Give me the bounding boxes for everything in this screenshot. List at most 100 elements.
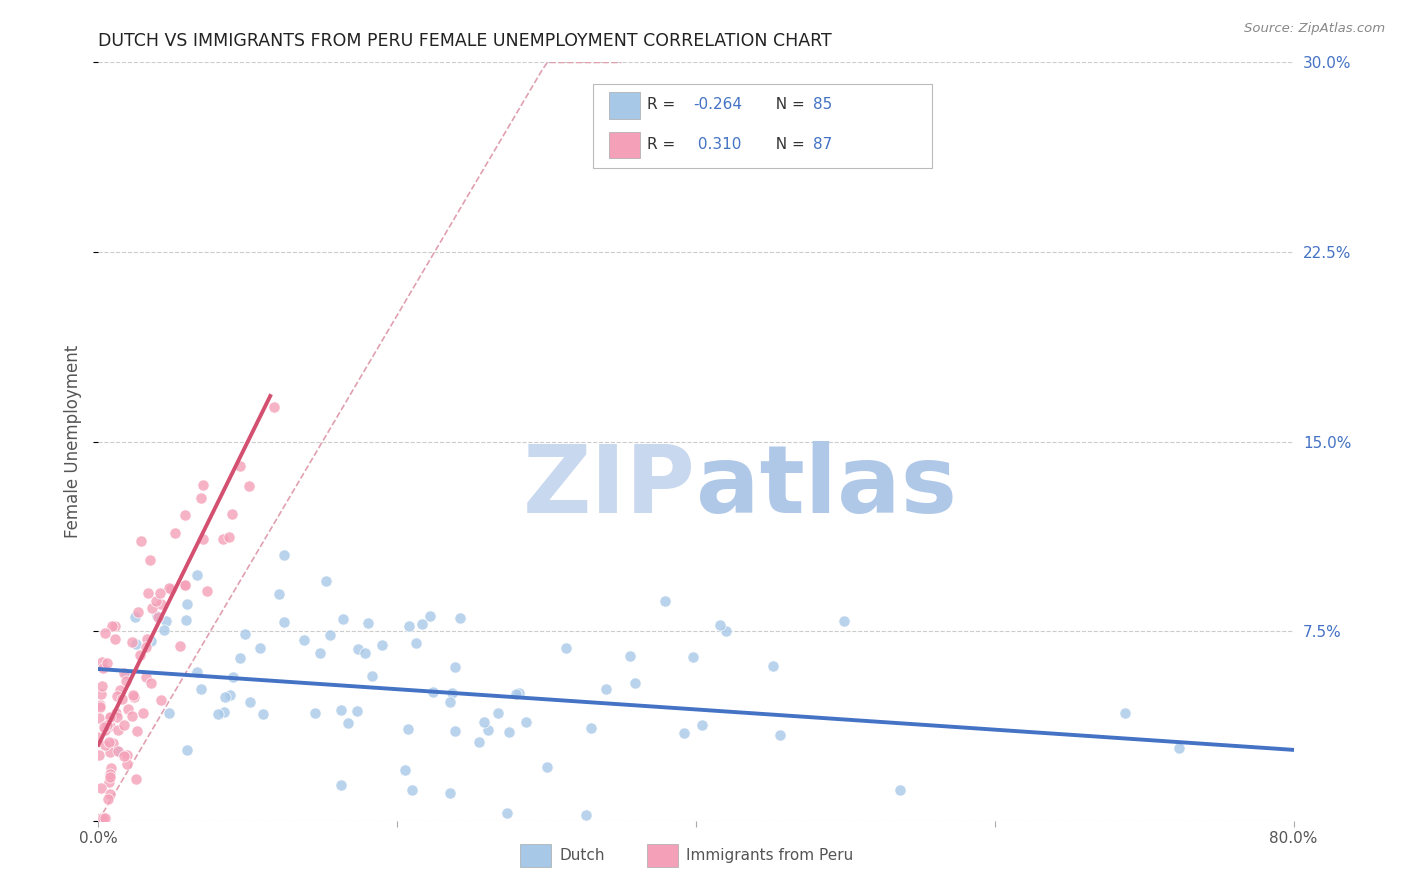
Point xyxy=(769,728,792,742)
Text: R =: R = xyxy=(647,136,681,152)
Point xyxy=(125,637,148,651)
Point xyxy=(672,726,695,740)
Text: N =: N = xyxy=(766,97,810,112)
Point xyxy=(443,724,465,739)
Point xyxy=(136,586,159,600)
Point xyxy=(515,714,537,729)
Point xyxy=(354,646,377,660)
Point xyxy=(131,533,153,548)
Point xyxy=(93,723,115,738)
Point xyxy=(117,756,139,771)
Point xyxy=(90,811,112,825)
Point xyxy=(91,811,114,825)
Point xyxy=(319,628,342,642)
Point xyxy=(304,706,326,720)
Point xyxy=(107,743,129,757)
Point xyxy=(709,617,731,632)
Point xyxy=(536,760,558,774)
Point xyxy=(90,655,112,669)
Point xyxy=(107,689,129,703)
Text: DUTCH VS IMMIGRANTS FROM PERU FEMALE UNEMPLOYMENT CORRELATION CHART: DUTCH VS IMMIGRANTS FROM PERU FEMALE UNE… xyxy=(98,32,832,50)
Point xyxy=(832,614,855,628)
Point xyxy=(91,661,114,675)
Point xyxy=(346,704,368,718)
Point xyxy=(347,642,370,657)
Point xyxy=(87,711,110,725)
Point xyxy=(157,706,180,720)
Point xyxy=(98,745,121,759)
Point xyxy=(219,688,242,702)
Point xyxy=(176,743,198,757)
Point xyxy=(149,586,172,600)
Point xyxy=(129,648,152,662)
Point xyxy=(125,772,148,786)
Point xyxy=(173,577,195,591)
Point xyxy=(439,694,461,708)
Point xyxy=(273,548,295,562)
Point xyxy=(443,659,465,673)
Point xyxy=(439,786,461,800)
Point xyxy=(714,624,737,638)
Point xyxy=(555,640,578,655)
Point xyxy=(252,707,274,722)
Point xyxy=(332,611,354,625)
Point xyxy=(160,582,183,597)
Point xyxy=(315,574,337,588)
Point xyxy=(100,710,122,724)
Point xyxy=(98,710,121,724)
Point xyxy=(394,763,416,777)
Point xyxy=(149,693,172,707)
Point xyxy=(148,610,170,624)
Point xyxy=(472,714,495,729)
Text: Source: ZipAtlas.com: Source: ZipAtlas.com xyxy=(1244,22,1385,36)
Point xyxy=(477,723,499,737)
Point xyxy=(398,619,420,633)
Point xyxy=(238,479,260,493)
Point xyxy=(94,811,117,825)
Text: 85: 85 xyxy=(813,97,832,112)
Point xyxy=(405,636,427,650)
Text: R =: R = xyxy=(647,97,681,112)
Point xyxy=(87,747,110,762)
Point xyxy=(174,613,197,627)
Point xyxy=(114,666,136,681)
Point xyxy=(127,605,149,619)
Point xyxy=(195,583,218,598)
Point xyxy=(190,491,212,505)
Point xyxy=(139,676,162,690)
Point xyxy=(146,608,169,623)
Point xyxy=(122,690,145,704)
Point xyxy=(100,761,122,775)
Text: -0.264: -0.264 xyxy=(693,97,742,112)
Point xyxy=(228,459,250,474)
Point xyxy=(411,617,433,632)
Point xyxy=(87,730,110,744)
Point xyxy=(90,780,112,795)
Point xyxy=(654,594,676,608)
Point xyxy=(191,478,214,492)
Point xyxy=(117,702,139,716)
Point xyxy=(135,670,157,684)
Point xyxy=(107,723,129,738)
Point xyxy=(152,623,174,637)
Point xyxy=(449,611,471,625)
Point xyxy=(761,658,783,673)
Point xyxy=(174,578,197,592)
Point xyxy=(1167,741,1189,756)
Point xyxy=(508,685,530,699)
Point xyxy=(371,638,394,652)
Point xyxy=(186,665,208,679)
Point xyxy=(176,597,198,611)
Point xyxy=(98,735,121,749)
Point xyxy=(97,792,120,806)
Point xyxy=(419,608,441,623)
Point xyxy=(90,687,112,701)
Point xyxy=(623,675,645,690)
Point xyxy=(89,698,111,712)
Point xyxy=(135,640,157,655)
Point xyxy=(90,680,112,694)
Point xyxy=(108,682,131,697)
Y-axis label: Female Unemployment: Female Unemployment xyxy=(65,345,83,538)
Point xyxy=(235,627,257,641)
Text: atlas: atlas xyxy=(696,441,957,533)
